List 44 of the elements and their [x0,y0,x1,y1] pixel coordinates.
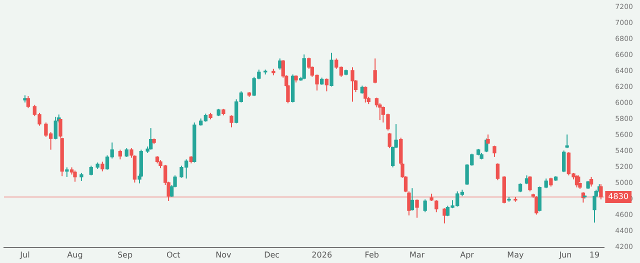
x-tick-label: 2026 [312,250,332,260]
x-tick-label: Aug [67,250,83,260]
candlestick [538,186,542,212]
candlestick [302,54,306,80]
x-tick-label: Feb [364,250,379,260]
x-tick-label: 19 [589,250,600,260]
candlestick [118,149,122,160]
candlestick [562,150,566,173]
candlestick [100,161,104,172]
x-tick-label: Jul [19,250,30,260]
candlestick [324,78,329,92]
x-tick-label: Nov [216,250,232,260]
candlestick [434,200,438,213]
x-tick-label: Dec [264,250,280,260]
candlestick [230,114,234,128]
x-tick-label: Oct [166,250,180,260]
candlestick [73,170,77,182]
x-tick-label: Jun [558,250,572,260]
candlestick [278,58,282,70]
candlestick [388,132,392,149]
candlestick [534,196,538,216]
candlestick [373,58,377,84]
candlestick [442,208,446,224]
candlestick [89,165,93,176]
x-tick-label: Mar [409,250,426,260]
candlestick [565,134,569,149]
x-tick-label: Sep [117,250,133,260]
candlestick [589,176,594,188]
candlestick [528,176,532,192]
candlestick [65,166,69,178]
candlestick [410,188,414,212]
candlestick [496,162,500,181]
candlestick [54,116,58,140]
candlestick [415,198,419,218]
x-tick-label: May [507,250,524,260]
candlestick [423,198,427,213]
candlestick [486,134,490,145]
candlestick [350,66,354,102]
candlestick [544,178,548,189]
candlestick [492,145,496,158]
ref-line-label: 4830 [608,192,629,202]
x-tick-label: Apr [460,250,475,260]
candlestick [364,86,368,103]
candlestick [26,96,30,109]
